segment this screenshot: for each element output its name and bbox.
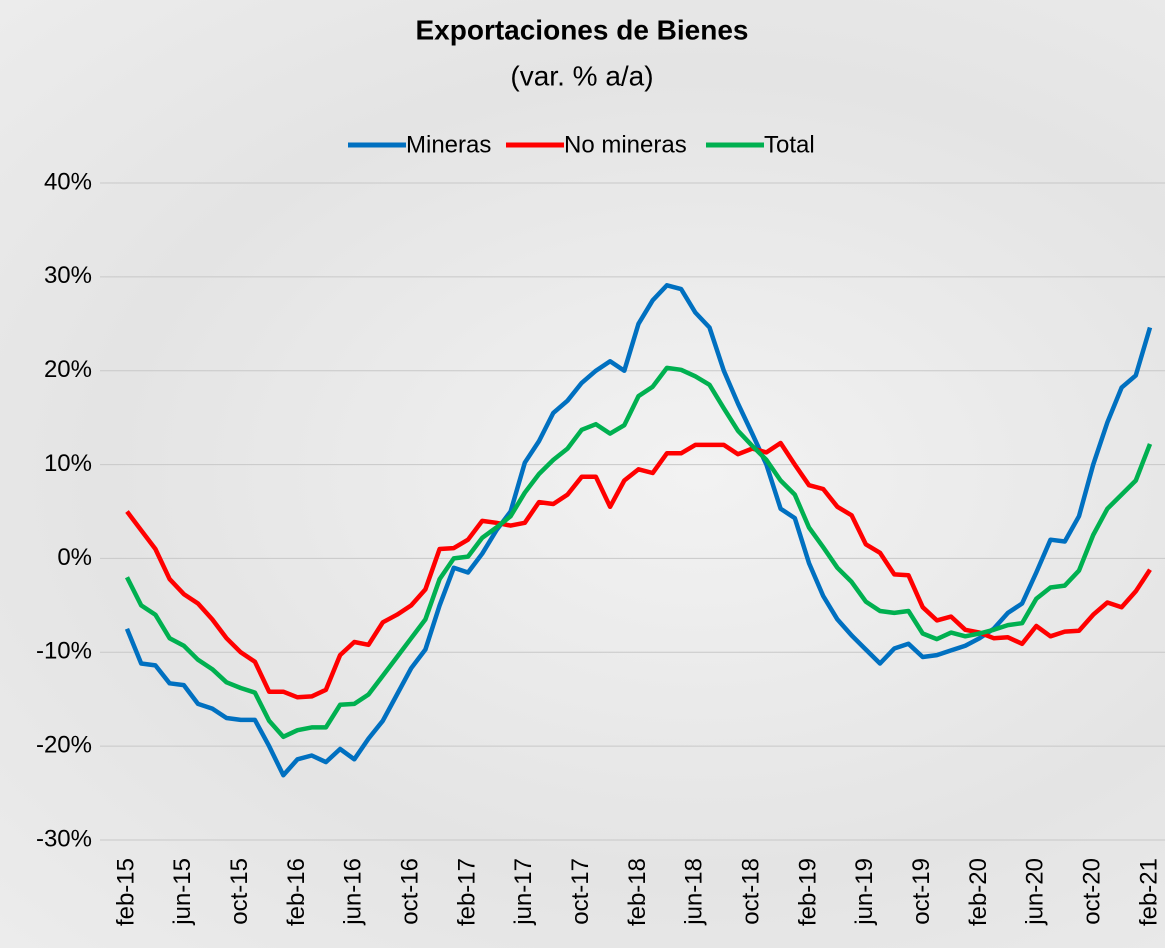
legend-label: Total xyxy=(764,131,815,158)
y-tick-label: -10% xyxy=(36,638,92,665)
x-tick-label: oct-16 xyxy=(397,858,424,925)
x-tick-label: feb-20 xyxy=(965,858,992,926)
x-tick-label: jun-17 xyxy=(510,858,537,926)
x-tick-label: jun-18 xyxy=(681,858,708,926)
y-tick-label: 10% xyxy=(44,450,92,477)
x-tick-label: oct-20 xyxy=(1079,858,1106,925)
x-tick-label: jun-19 xyxy=(851,858,878,926)
legend-label: Mineras xyxy=(406,131,491,158)
x-tick-label: oct-15 xyxy=(226,858,253,925)
chart-subtitle: (var. % a/a) xyxy=(510,60,653,91)
y-tick-label: 30% xyxy=(44,262,92,289)
x-tick-label: feb-16 xyxy=(283,858,310,926)
y-tick-label: -20% xyxy=(36,731,92,758)
line-series xyxy=(127,285,1150,775)
y-tick-label: 0% xyxy=(57,544,92,571)
x-tick-label: jun-16 xyxy=(340,858,367,926)
x-tick-label: oct-17 xyxy=(567,858,594,925)
x-tick-label: feb-19 xyxy=(794,858,821,926)
y-tick-label: -30% xyxy=(36,825,92,852)
y-tick-label: 40% xyxy=(44,168,92,195)
x-tick-label: jun-20 xyxy=(1022,858,1049,926)
x-tick-label: oct-18 xyxy=(738,858,765,925)
y-tick-label: 20% xyxy=(44,356,92,383)
x-tick-label: feb-17 xyxy=(453,858,480,926)
x-tick-label: feb-15 xyxy=(112,858,139,926)
legend-label: No mineras xyxy=(564,131,687,158)
chart-title: Exportaciones de Bienes xyxy=(415,14,748,45)
line-series xyxy=(127,443,1150,697)
x-tick-label: oct-19 xyxy=(908,858,935,925)
x-tick-label: jun-15 xyxy=(169,858,196,926)
x-tick-label: feb-21 xyxy=(1135,858,1162,926)
chart: Exportaciones de Bienes (var. % a/a) -30… xyxy=(0,0,1165,948)
x-tick-label: feb-18 xyxy=(624,858,651,926)
line-series xyxy=(127,368,1150,737)
